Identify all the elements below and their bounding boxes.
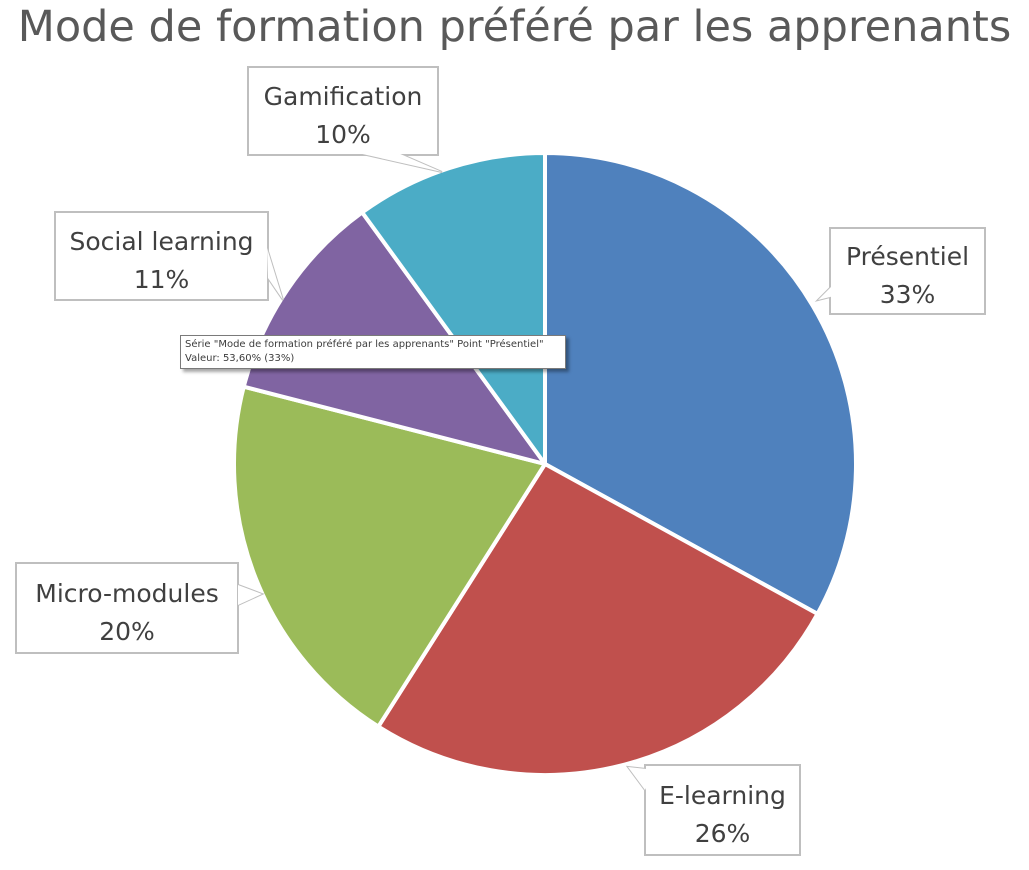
pie-slice-micro-modules[interactable] xyxy=(232,384,547,729)
callout-pointer-fill xyxy=(267,248,283,300)
callout-box xyxy=(247,66,439,156)
tooltip-series-line: Série "Mode de formation préféré par les… xyxy=(185,339,544,350)
slice-percent-label: 26% xyxy=(695,819,751,848)
callout-gamification: Gamification 10% xyxy=(247,66,443,173)
slice-label: Social learning xyxy=(69,227,253,256)
data-point-tooltip: Série "Mode de formation préféré par les… xyxy=(180,335,566,369)
slice-label: Micro-modules xyxy=(35,579,218,608)
slice-percent-label: 11% xyxy=(134,265,190,294)
callout-pointer-fill xyxy=(818,283,838,300)
chart-title: Mode de formation préféré par les appren… xyxy=(17,2,1012,52)
slice-label: Présentiel xyxy=(846,242,969,271)
callout-box xyxy=(829,227,986,315)
callout-e-learning: E-learning 26% xyxy=(625,764,801,856)
slice-label: Gamification xyxy=(264,82,423,111)
callout-social-learning: Social learning 11% xyxy=(54,211,284,301)
tooltip-value-line: Valeur: 53,60% (33%) xyxy=(185,353,295,364)
callout-box xyxy=(15,562,239,654)
slice-percent-label: 10% xyxy=(315,120,371,149)
slice-percent-label: 20% xyxy=(99,617,155,646)
slice-label: E-learning xyxy=(659,781,786,810)
callout-micro-modules: Micro-modules 20% xyxy=(15,562,265,654)
callout-pointer-fill xyxy=(358,153,442,172)
callout-pr-sentiel: Présentiel 33% xyxy=(814,227,986,315)
slice-percent-label: 33% xyxy=(880,280,936,309)
pie-slice-gamification[interactable] xyxy=(360,151,547,466)
callout-pointer-fill xyxy=(238,585,262,605)
callout-box xyxy=(54,211,269,301)
pie-slices xyxy=(232,151,858,777)
callout-pointer-fill xyxy=(628,767,655,790)
pie-callouts: Présentiel 33% E-learning 26% Micro-modules 2… xyxy=(15,66,986,856)
pie-slice-e-learning[interactable] xyxy=(376,462,820,777)
callout-box xyxy=(644,764,801,856)
pie-slice-pr-sentiel[interactable] xyxy=(543,151,858,616)
